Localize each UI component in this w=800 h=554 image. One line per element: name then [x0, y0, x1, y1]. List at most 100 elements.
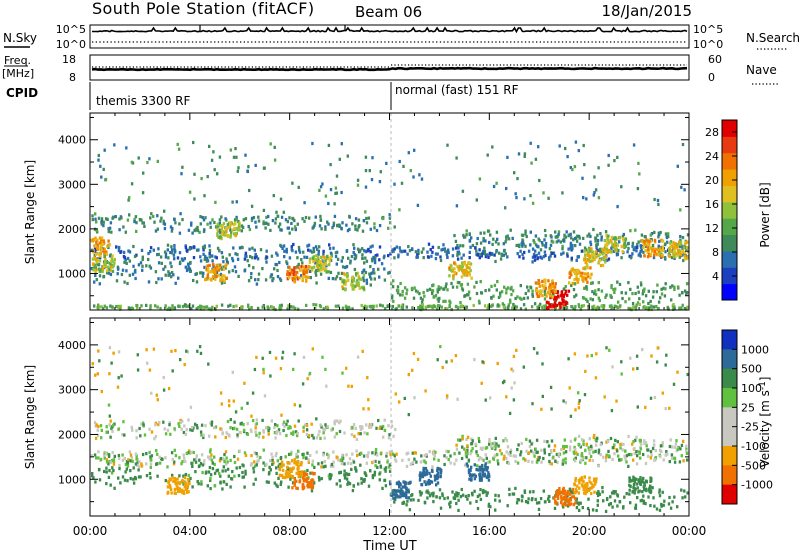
data-cell — [432, 304, 436, 308]
data-cell — [303, 275, 306, 279]
data-cell — [267, 222, 270, 226]
data-cell — [476, 236, 479, 241]
data-cell — [370, 422, 373, 427]
data-cell — [346, 275, 349, 279]
data-cell — [575, 506, 579, 510]
data-cell — [628, 492, 631, 496]
data-cell — [369, 227, 372, 231]
data-cell — [461, 493, 465, 497]
data-cell — [415, 255, 418, 259]
data-cell — [413, 451, 416, 455]
data-cell — [234, 234, 238, 238]
data-cell — [129, 469, 132, 473]
colorbar-segment — [722, 201, 737, 219]
data-cell — [341, 287, 345, 291]
data-cell — [286, 226, 289, 230]
data-cell — [319, 218, 323, 222]
data-cell — [97, 258, 100, 263]
data-cell — [187, 267, 190, 271]
data-cell — [576, 271, 579, 275]
data-cell — [105, 430, 108, 434]
data-cell — [338, 157, 341, 161]
data-cell — [130, 425, 133, 429]
data-cell — [110, 257, 114, 261]
data-cell — [106, 260, 109, 265]
data-cell — [533, 454, 536, 458]
data-cell — [221, 255, 224, 259]
data-cell — [481, 470, 485, 474]
data-cell — [405, 288, 409, 292]
data-cell — [421, 303, 424, 307]
data-cell — [562, 446, 565, 450]
data-cell — [543, 448, 546, 452]
noise-tick-right-bottom: 10^0 — [693, 38, 723, 51]
data-cell — [362, 454, 366, 458]
data-cell — [317, 462, 320, 466]
data-cell — [229, 148, 232, 152]
data-cell — [212, 264, 215, 268]
data-cell — [479, 231, 482, 235]
data-cell — [397, 255, 400, 259]
data-cell — [591, 298, 595, 302]
data-cell — [543, 278, 546, 282]
data-cell — [169, 261, 172, 265]
data-cell — [188, 190, 192, 194]
data-cell — [398, 400, 401, 404]
colorbar-tick-label: 4 — [712, 270, 719, 283]
data-cell — [446, 143, 449, 147]
data-cell — [252, 482, 255, 486]
data-cell — [315, 436, 319, 440]
data-cell — [572, 288, 576, 292]
data-cell — [487, 471, 490, 475]
data-cell — [479, 468, 483, 472]
data-cell — [254, 426, 257, 430]
data-cell — [577, 479, 581, 483]
data-cell — [639, 281, 643, 285]
data-cell — [620, 245, 623, 249]
data-cell — [468, 271, 471, 275]
data-cell — [554, 282, 557, 286]
data-cell — [296, 222, 299, 226]
data-cell — [149, 216, 152, 220]
data-cell — [358, 452, 361, 456]
data-cell — [93, 265, 96, 269]
data-cell — [275, 451, 278, 455]
data-cell — [388, 213, 391, 217]
data-cell — [621, 250, 624, 254]
data-cell — [627, 464, 630, 468]
data-cell — [625, 492, 628, 496]
data-cell — [224, 435, 227, 440]
data-cell — [169, 225, 173, 229]
data-cell — [439, 258, 443, 263]
data-cell — [630, 453, 633, 457]
data-cell — [608, 503, 611, 507]
data-cell — [682, 246, 686, 250]
x-tick-label: 12:00 — [372, 524, 407, 538]
data-cell — [341, 278, 344, 282]
data-cell — [111, 265, 115, 269]
nave-tick-bottom: 0 — [708, 71, 715, 84]
data-cell — [105, 482, 108, 486]
data-cell — [130, 182, 134, 186]
data-cell — [299, 462, 302, 466]
data-cell — [251, 246, 254, 250]
data-cell — [301, 278, 304, 283]
data-cell — [375, 228, 379, 233]
velocity-colorbar-label-sup: -1 — [758, 381, 768, 390]
data-cell — [569, 439, 573, 443]
data-cell — [646, 251, 649, 255]
data-cell — [574, 496, 577, 501]
data-cell — [346, 473, 350, 477]
data-cell — [524, 291, 527, 296]
data-cell — [523, 152, 527, 156]
data-cell — [479, 241, 483, 245]
data-cell — [237, 223, 241, 227]
data-cell — [436, 469, 439, 473]
data-cell — [92, 268, 95, 272]
data-cell — [599, 232, 602, 236]
data-cell — [562, 451, 566, 455]
data-cell — [312, 259, 315, 264]
data-cell — [577, 491, 581, 495]
data-cell — [487, 255, 490, 259]
data-cell — [457, 268, 460, 272]
